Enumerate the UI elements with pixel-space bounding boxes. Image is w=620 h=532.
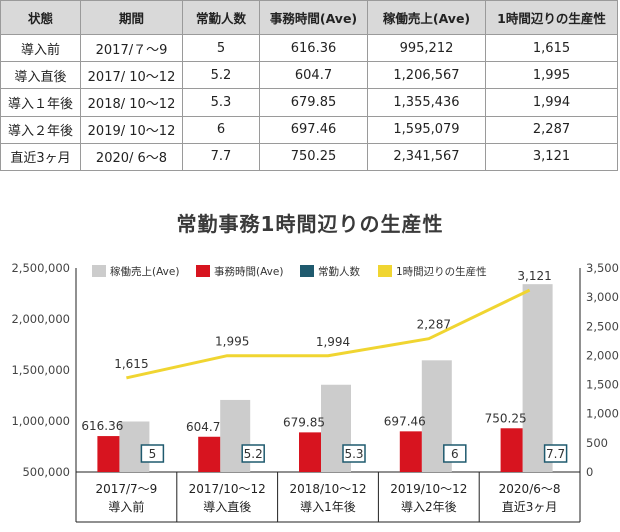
header-sales: 稼働売上(Ave) (367, 0, 486, 35)
category-period-label: 2017/10〜12 (189, 482, 266, 496)
cell-office-hours: 616.36 (259, 33, 368, 63)
category-status-label: 導入1年後 (300, 500, 356, 514)
legend-productivity-label: 1時間辺りの生産性 (396, 265, 487, 278)
cell-office-hours: 750.25 (259, 142, 368, 172)
left-axis-tick-label: 1,500,000 (11, 363, 70, 377)
right-axis-tick-label: 3,500 (586, 261, 619, 275)
cell-sales: 2,341,567 (367, 142, 486, 172)
legend-staff-label: 常勤人数 (318, 265, 360, 278)
staff-count-label: 5.3 (344, 447, 363, 461)
cell-office-hours: 604.7 (259, 61, 368, 90)
right-axis-tick-label: 1,500 (586, 378, 619, 392)
right-axis-tick-label: 0 (586, 465, 593, 479)
office-hours-bar (299, 432, 321, 472)
legend-staff-swatch (300, 265, 314, 277)
cell-period: 2019/ 10〜12 (80, 115, 183, 144)
productivity-line (126, 288, 531, 380)
left-axis-tick-label: 2,000,000 (11, 312, 70, 326)
right-axis-tick-label: 3,000 (586, 290, 619, 304)
table-row: 直近3ヶ月 2020/ 6〜8 7.7 750.25 2,341,567 3,1… (0, 142, 618, 172)
productivity-data-label: 1,995 (215, 335, 249, 349)
staff-count-box (443, 444, 467, 463)
office-hours-bar (500, 428, 523, 472)
staff-count-box (543, 444, 568, 463)
office-hours-data-label: 750.25 (485, 411, 527, 425)
productivity-data-label: 1,615 (114, 357, 148, 371)
header-office-hours: 事務時間(Ave) (259, 0, 368, 35)
cell-sales: 995,212 (367, 33, 486, 63)
office-hours-bar (198, 436, 221, 472)
left-axis-tick-label: 1,000,000 (11, 414, 70, 428)
office-hours-data-label: 616.36 (81, 419, 123, 433)
legend-sales-label: 稼働売上(Ave) (110, 265, 179, 278)
office-hours-data-label: 679.85 (283, 415, 325, 429)
right-axis-tick-label: 1,000 (586, 407, 619, 421)
office-hours-data-label: 604.7 (186, 420, 220, 434)
category-period-label: 2019/10〜12 (390, 482, 467, 496)
legend-sales-swatch (92, 265, 106, 277)
staff-count-label: 5 (149, 447, 157, 461)
office-hours-bar (399, 431, 422, 472)
office-hours-data-label: 697.46 (384, 414, 426, 428)
category-period-label: 2017/7〜9 (95, 482, 157, 496)
table-header-row: 状態 期間 常勤人数 事務時間(Ave) 稼働売上(Ave) 1時間辺りの生産性 (0, 0, 618, 35)
legend-office-hours-label: 事務時間(Ave) (214, 265, 283, 278)
cell-period: 2017/７〜9 (80, 33, 183, 63)
category-period-label: 2020/6〜8 (499, 482, 561, 496)
cell-status: 導入直後 (0, 61, 81, 90)
staff-count-box (140, 444, 165, 463)
header-status: 状態 (0, 0, 81, 35)
cell-period: 2020/ 6〜8 (80, 142, 183, 172)
chart-title: 常勤事務1時間辺りの生産性 (176, 212, 444, 236)
staff-count-label: 7.7 (546, 447, 565, 461)
cell-sales: 1,355,436 (367, 88, 486, 117)
category-status-label: 導入2年後 (401, 500, 457, 514)
right-axis-tick-label: 500 (586, 436, 608, 450)
header-productivity: 1時間辺りの生産性 (485, 0, 618, 35)
cell-staff: 5.3 (182, 88, 260, 117)
office-hours-bar (97, 436, 120, 472)
category-status-label: 導入直後 (203, 500, 251, 514)
staff-count-box (342, 444, 366, 463)
productivity-data-label: 1,994 (316, 335, 350, 349)
staff-count-label: 5.2 (244, 447, 263, 461)
cell-productivity: 3,121 (485, 142, 618, 172)
productivity-data-label: 2,287 (417, 318, 451, 332)
category-period-label: 2018/10〜12 (289, 482, 366, 496)
staff-count-label: 6 (451, 447, 459, 461)
legend-productivity-swatch (378, 265, 392, 277)
summary-table: 状態 期間 常勤人数 事務時間(Ave) 稼働売上(Ave) 1時間辺りの生産性… (0, 0, 618, 172)
cell-staff: 6 (182, 115, 260, 144)
cell-status: 導入前 (0, 33, 81, 63)
cell-staff: 7.7 (182, 142, 260, 172)
left-axis-tick-label: 2,500,000 (11, 261, 70, 275)
legend-office-hours-swatch (196, 265, 210, 277)
category-status-label: 直近3ヶ月 (502, 500, 558, 514)
right-axis-tick-label: 2,500 (586, 319, 619, 333)
cell-status: 導入１年後 (0, 88, 81, 117)
cell-staff: 5.2 (182, 61, 260, 90)
category-status-label: 導入前 (108, 499, 144, 514)
productivity-data-label: 3,121 (517, 269, 551, 283)
right-axis-tick-label: 2,000 (586, 348, 619, 362)
cell-productivity: 1,994 (485, 88, 618, 117)
left-axis-tick-label: 500,000 (22, 465, 70, 479)
staff-count-box (241, 444, 265, 463)
cell-staff: 5 (182, 33, 260, 63)
sales-bar (522, 284, 553, 472)
